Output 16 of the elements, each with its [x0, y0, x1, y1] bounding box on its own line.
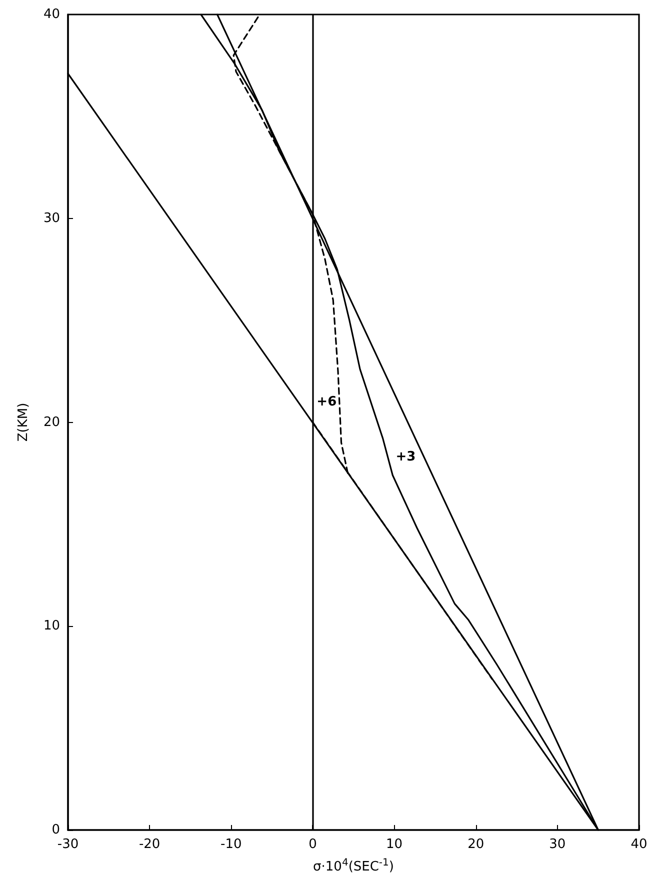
x-tick-label: 0 — [308, 837, 317, 852]
annotation: +6 — [316, 394, 337, 410]
x-tick-label: 10 — [386, 837, 403, 852]
x-tick-label: 20 — [468, 837, 484, 852]
y-tick-label: 40 — [43, 7, 60, 22]
y-axis-title: Z(KM) — [16, 402, 31, 442]
y-tick-label: 10 — [43, 618, 60, 634]
x-tick-label: -30 — [57, 837, 79, 852]
y-tick-label: 20 — [43, 414, 60, 430]
x-tick-label: -10 — [220, 837, 242, 852]
y-tick-label: 30 — [43, 210, 60, 226]
x-tick-label: 30 — [549, 837, 566, 852]
annotation: +3 — [396, 449, 416, 464]
x-tick-label: 40 — [630, 837, 648, 852]
y-tick-label: 0 — [52, 822, 60, 838]
x-tick-label: -20 — [138, 837, 160, 852]
